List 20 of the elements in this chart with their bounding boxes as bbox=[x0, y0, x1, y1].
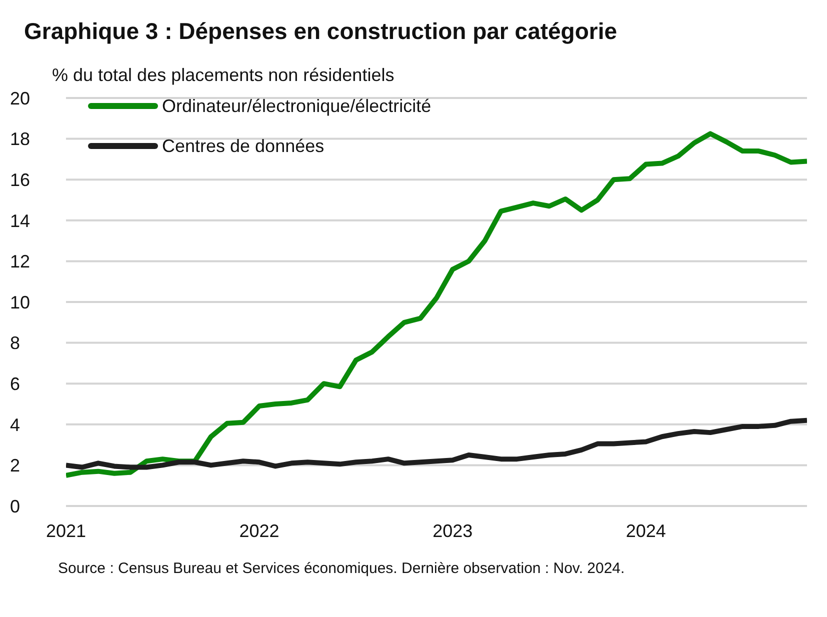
y-tick-label: 14 bbox=[10, 210, 30, 231]
y-tick-label: 8 bbox=[10, 333, 20, 354]
y-tick-label: 12 bbox=[10, 252, 30, 272]
legend-label: Ordinateur/électronique/électricité bbox=[162, 96, 432, 116]
y-axis-title: % du total des placements non résidentiels bbox=[51, 64, 396, 86]
source-note: Source : Census Bureau et Services économiques. Dernière observation : Nov. 2024. bbox=[57, 559, 626, 577]
y-tick-label: 16 bbox=[10, 170, 30, 190]
y-tick-label: 0 bbox=[10, 496, 20, 516]
x-tick-label: 2022 bbox=[239, 520, 280, 541]
y-tick-label: 20 bbox=[10, 88, 30, 108]
x-tick-label: 2024 bbox=[626, 520, 666, 541]
x-tick-label: 2021 bbox=[46, 520, 86, 541]
y-tick-label: 18 bbox=[10, 129, 30, 150]
y-tick-label: 6 bbox=[10, 374, 20, 394]
x-tick-label: 2023 bbox=[432, 520, 473, 541]
chart-title: Graphique 3 : Dépenses en construction par catégorie bbox=[23, 17, 618, 45]
y-tick-label: 4 bbox=[10, 414, 20, 435]
legend-label: Centres de données bbox=[162, 136, 324, 156]
y-tick-label: 10 bbox=[10, 292, 30, 312]
y-tick-label: 2 bbox=[10, 456, 20, 476]
